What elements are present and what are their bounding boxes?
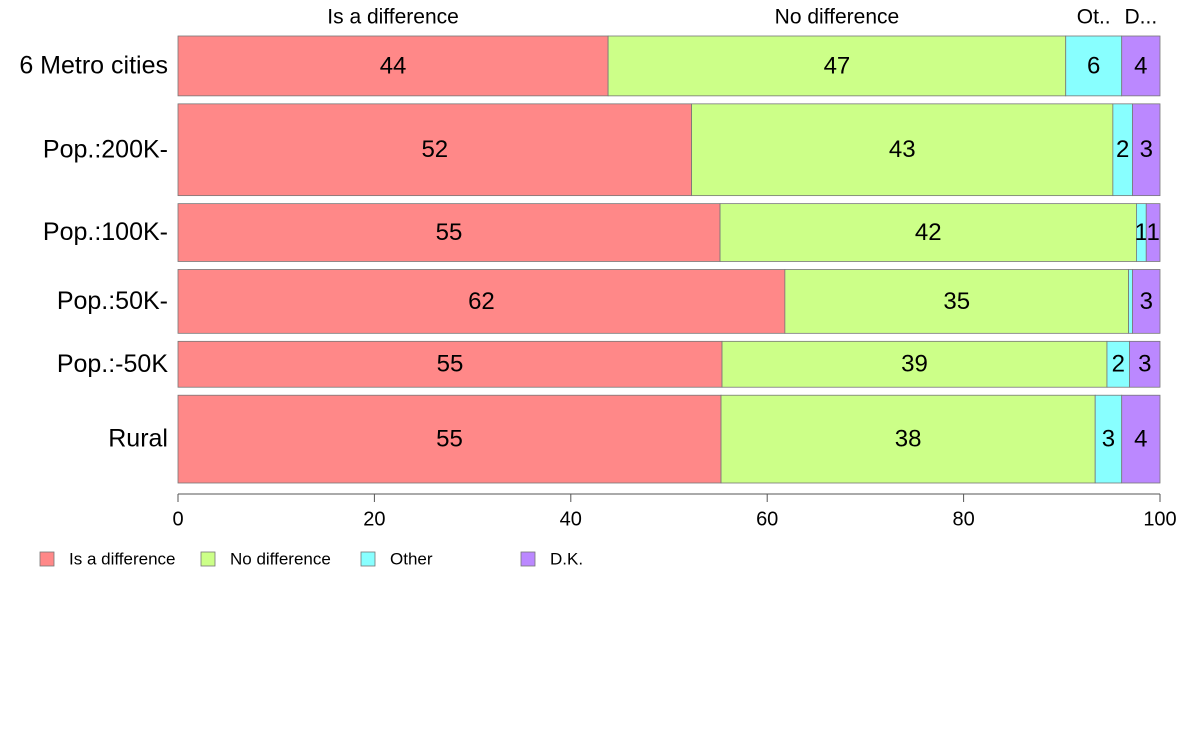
- legend-label: No difference: [230, 549, 331, 568]
- data-label: 39: [901, 351, 928, 378]
- data-label: 62: [468, 288, 495, 315]
- bar-segment: [1145, 203, 1161, 262]
- x-tick-label: 0: [172, 508, 183, 530]
- x-tick-label: 20: [363, 508, 385, 530]
- data-label: 47: [824, 52, 851, 79]
- series-top-label: D...: [1125, 6, 1158, 29]
- data-label: 52: [421, 136, 448, 163]
- category-label: Rural: [108, 425, 168, 453]
- bar-segment: [1121, 394, 1161, 484]
- data-label: 2: [1112, 351, 1125, 378]
- data-label: 55: [436, 219, 463, 246]
- bar-segment: [1121, 35, 1161, 97]
- bar-segment: [1065, 35, 1123, 97]
- bar-segment: [177, 103, 692, 197]
- bar-segment: [177, 340, 723, 388]
- bar-segment: [1132, 103, 1161, 197]
- data-label: 6: [1087, 52, 1100, 79]
- bar-segment: [177, 35, 609, 97]
- category-label: 6 Metro cities: [19, 52, 168, 80]
- data-label: 4: [1134, 425, 1147, 452]
- data-label: 3: [1140, 136, 1153, 163]
- bar-segment: [720, 394, 1096, 484]
- legend-swatch: [520, 551, 536, 567]
- data-label: 43: [889, 136, 916, 163]
- x-tick-label: 40: [560, 508, 582, 530]
- data-label: 3: [1102, 425, 1115, 452]
- data-label: 1: [1146, 219, 1159, 246]
- legend-swatch: [200, 551, 216, 567]
- legend-label: Is a difference: [69, 549, 175, 568]
- series-top-label: Ot..: [1077, 6, 1111, 29]
- bar-segment: [177, 203, 721, 262]
- bar-segment: [1132, 269, 1161, 334]
- series-top-label: Is a difference: [327, 6, 459, 29]
- x-tick-label: 100: [1143, 508, 1176, 530]
- data-label: 3: [1140, 288, 1153, 315]
- data-label: 3: [1138, 351, 1151, 378]
- legend-label: D.K.: [550, 549, 583, 568]
- category-label: Pop.:50K-: [57, 287, 168, 315]
- bar-segment: [177, 394, 722, 484]
- legend-swatch: [39, 551, 55, 567]
- data-label: 4: [1134, 52, 1147, 79]
- legend-swatch: [360, 551, 376, 567]
- data-label: 35: [943, 288, 970, 315]
- series-top-label: No difference: [775, 6, 900, 29]
- bar-segment: [721, 340, 1108, 388]
- data-label: 1: [1135, 219, 1148, 246]
- data-label: 38: [895, 425, 922, 452]
- legend-label: Other: [390, 549, 433, 568]
- bar-segment: [719, 203, 1137, 262]
- data-label: 55: [436, 425, 463, 452]
- data-label: 44: [380, 52, 407, 79]
- bar-segment: [177, 269, 786, 334]
- bar-segment: [607, 35, 1067, 97]
- bar-segment: [691, 103, 1114, 197]
- bar-segment: [1094, 394, 1123, 484]
- bar-segment: [1128, 269, 1133, 334]
- data-label: 2: [1116, 136, 1129, 163]
- category-label: Pop.:200K-: [43, 135, 168, 163]
- data-label: 55: [437, 351, 464, 378]
- data-label: 42: [915, 219, 942, 246]
- x-tick-label: 80: [952, 508, 974, 530]
- category-label: Pop.:100K-: [43, 218, 168, 246]
- category-label: Pop.:-50K: [57, 350, 169, 378]
- bar-segment: [1129, 340, 1161, 388]
- x-tick-label: 60: [756, 508, 778, 530]
